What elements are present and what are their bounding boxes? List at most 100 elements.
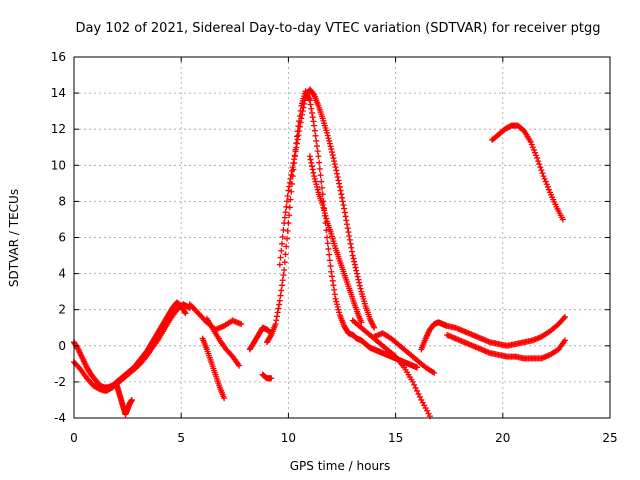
data-point — [311, 122, 318, 129]
data-point — [273, 313, 280, 320]
data-point — [533, 152, 540, 159]
data-point — [332, 164, 339, 171]
y-tick-label: 14 — [51, 86, 66, 100]
data-point — [320, 204, 327, 211]
data-point — [310, 169, 317, 176]
data-point — [273, 317, 280, 324]
data-point — [296, 123, 303, 130]
data-point — [329, 152, 336, 159]
data-point — [314, 148, 321, 155]
data-point — [297, 119, 304, 126]
y-tick-label: 8 — [58, 194, 66, 208]
data-point — [328, 149, 335, 156]
data-point — [278, 247, 285, 254]
data-point — [352, 264, 359, 271]
data-point — [536, 161, 543, 168]
data-point — [538, 167, 545, 174]
data-point — [327, 143, 334, 150]
data-point — [278, 240, 285, 247]
data-point — [342, 213, 349, 220]
data-point — [535, 158, 542, 165]
data-point — [328, 146, 335, 153]
data-point — [292, 148, 299, 155]
data-point — [529, 144, 536, 151]
data-point — [332, 295, 339, 302]
data-point — [348, 244, 355, 251]
data-point — [559, 216, 566, 223]
data-point — [322, 212, 329, 219]
data-point — [323, 129, 330, 136]
data-point — [295, 132, 302, 139]
data-point — [347, 240, 354, 247]
data-point — [561, 313, 568, 320]
x-tick-label: 20 — [495, 431, 510, 445]
data-point — [221, 395, 228, 402]
data-point — [300, 104, 307, 111]
data-point — [544, 183, 551, 190]
data-point — [274, 309, 281, 316]
data-point — [291, 156, 298, 163]
data-point — [530, 146, 537, 153]
data-point — [128, 396, 135, 403]
data-point — [415, 390, 422, 397]
data-point — [431, 369, 438, 376]
data-point — [309, 166, 316, 173]
data-point — [349, 252, 356, 259]
data-point — [281, 214, 288, 221]
data-point — [293, 133, 300, 140]
data-point — [283, 203, 290, 210]
data-point — [318, 184, 325, 191]
data-points — [71, 86, 568, 420]
data-point — [328, 268, 335, 275]
data-point — [353, 267, 360, 274]
data-point — [283, 243, 290, 250]
data-point — [323, 215, 330, 222]
data-point — [333, 301, 340, 308]
data-point — [539, 170, 546, 177]
data-point — [296, 128, 303, 135]
data-point — [319, 202, 326, 209]
data-point — [294, 136, 301, 143]
data-point — [312, 178, 319, 185]
data-point — [282, 251, 289, 258]
data-point — [340, 202, 347, 209]
data-point — [181, 309, 188, 316]
data-point — [313, 183, 320, 190]
data-point — [314, 186, 321, 193]
data-point — [336, 183, 343, 190]
data-point — [308, 109, 315, 116]
data-point — [344, 221, 351, 228]
data-point — [335, 177, 342, 184]
data-point — [561, 337, 568, 344]
data-point — [306, 97, 313, 104]
data-point — [330, 155, 337, 162]
data-point — [278, 282, 285, 289]
data-point — [279, 277, 286, 284]
data-point — [316, 159, 323, 166]
y-tick-label: -2 — [54, 375, 66, 389]
data-point — [272, 321, 279, 328]
x-axis-label: GPS time / hours — [290, 459, 391, 473]
data-point — [276, 261, 283, 268]
data-point — [338, 191, 345, 198]
data-point — [334, 174, 341, 181]
data-point — [358, 319, 365, 326]
data-point — [334, 303, 341, 310]
data-point — [290, 160, 297, 167]
data-point — [333, 167, 340, 174]
data-point — [543, 181, 550, 188]
data-point — [286, 183, 293, 190]
data-point — [537, 164, 544, 171]
data-point — [324, 132, 331, 139]
data-point — [354, 273, 361, 280]
data-point — [371, 324, 378, 331]
data-point — [326, 251, 333, 258]
data-point — [301, 97, 308, 104]
data-point — [282, 209, 289, 216]
data-point — [288, 171, 295, 178]
data-point — [331, 291, 338, 298]
data-point — [357, 285, 364, 292]
data-point — [324, 240, 331, 247]
y-tick-label: -4 — [54, 411, 66, 425]
y-axis-label: SDTVAR / TECUs — [7, 189, 21, 287]
